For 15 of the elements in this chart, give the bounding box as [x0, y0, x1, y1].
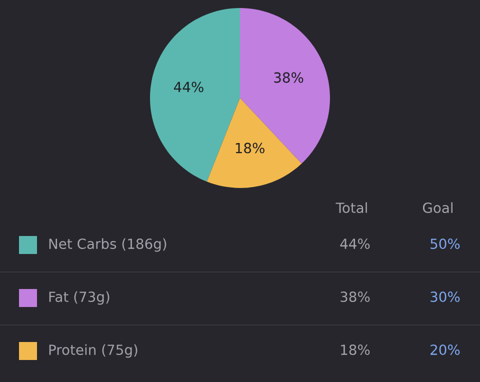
text: 50%: [430, 238, 460, 250]
legend-label: Protein (75g): [49, 344, 138, 358]
text: Total: [336, 202, 367, 214]
text: 38%: [340, 292, 370, 302]
legend-label: Net Carbs (186g): [49, 238, 166, 252]
text: 20%: [430, 344, 460, 356]
text: 44%: [340, 238, 370, 250]
data-label: 18%: [236, 142, 264, 154]
text: Goal: [422, 202, 453, 214]
pie-slice: [206, 98, 302, 188]
text: 18%: [341, 344, 370, 356]
data-label: 38%: [274, 72, 304, 83]
data-label: 44%: [174, 82, 204, 92]
text: 30%: [430, 292, 460, 302]
legend-label: Fat (73g): [49, 291, 110, 305]
